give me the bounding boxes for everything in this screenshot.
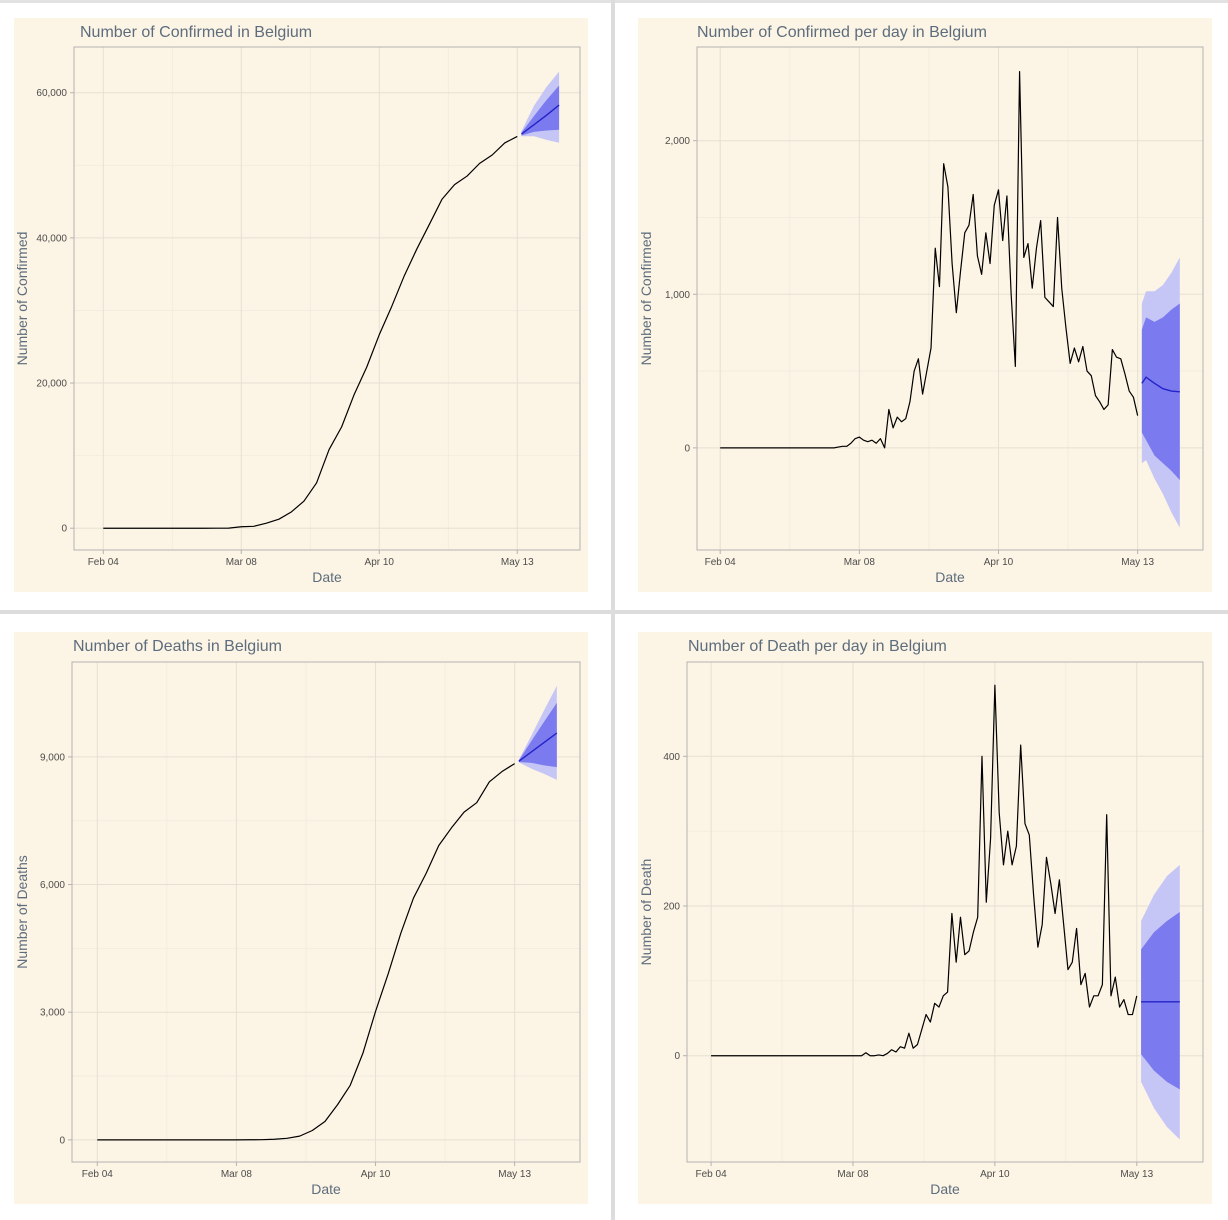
y-tick-label: 40,000 xyxy=(36,233,67,244)
y-tick-label: 0 xyxy=(674,1051,680,1062)
x-tick-label: May 13 xyxy=(501,557,534,568)
y-tick-label: 3,000 xyxy=(40,1008,65,1019)
chart-title: Number of Death per day in Belgium xyxy=(688,638,947,655)
forecast-band-80 xyxy=(521,85,560,136)
panel-background xyxy=(14,632,588,1204)
y-tick-label: 6,000 xyxy=(40,880,65,891)
y-axis-title: Number of Confirmed xyxy=(638,232,654,366)
y-tick-label: 9,000 xyxy=(40,752,65,763)
x-tick-label: Feb 04 xyxy=(696,1169,728,1180)
x-tick-label: May 13 xyxy=(1121,557,1154,568)
data-line xyxy=(720,70,1139,449)
plot-border xyxy=(686,661,1204,1163)
forecast-band-80 xyxy=(518,702,557,768)
y-axis-title: Number of Confirmed xyxy=(14,232,30,366)
panel-background xyxy=(638,632,1212,1204)
x-axis-title: Date xyxy=(312,569,342,585)
forecast-band-80 xyxy=(1141,912,1180,1090)
y-tick-label: 60,000 xyxy=(36,88,67,99)
data-line xyxy=(97,763,515,1141)
y-tick-label: 0 xyxy=(59,1135,65,1146)
chart-title: Number of Deaths in Belgium xyxy=(73,638,282,655)
data-line xyxy=(711,684,1138,1057)
y-tick-label: 200 xyxy=(663,902,680,913)
x-tick-label: Apr 10 xyxy=(980,1169,1010,1180)
y-axis-title: Number of Deaths xyxy=(14,855,30,969)
x-tick-label: May 13 xyxy=(498,1169,531,1180)
x-axis-title: Date xyxy=(935,569,965,585)
y-tick-label: 1,000 xyxy=(665,290,690,301)
x-tick-label: Feb 04 xyxy=(88,557,120,568)
y-tick-label: 400 xyxy=(663,752,680,763)
x-axis-title: Date xyxy=(930,1181,960,1197)
x-tick-label: May 13 xyxy=(1120,1169,1153,1180)
horizontal-divider xyxy=(0,610,1228,614)
x-tick-label: Mar 08 xyxy=(226,557,258,568)
y-tick-label: 0 xyxy=(61,524,67,535)
x-axis-title: Date xyxy=(311,1181,341,1197)
x-tick-label: Mar 08 xyxy=(844,557,876,568)
y-tick-label: 20,000 xyxy=(36,379,67,390)
x-tick-label: Feb 04 xyxy=(82,1169,114,1180)
x-tick-label: Apr 10 xyxy=(365,557,395,568)
x-tick-label: Feb 04 xyxy=(705,557,737,568)
y-axis-title: Number of Death xyxy=(638,859,654,966)
plot-border xyxy=(73,46,581,551)
x-tick-label: Mar 08 xyxy=(221,1169,253,1180)
panel-background xyxy=(14,18,588,592)
data-line xyxy=(103,135,518,529)
x-tick-label: Apr 10 xyxy=(984,557,1014,568)
forecast-line xyxy=(521,104,560,135)
x-tick-label: Mar 08 xyxy=(837,1169,869,1180)
y-tick-label: 2,000 xyxy=(665,136,690,147)
plot-border xyxy=(71,661,581,1163)
y-tick-label: 0 xyxy=(684,443,690,454)
plot-border xyxy=(696,46,1204,551)
forecast-line xyxy=(1141,376,1180,393)
x-tick-label: Apr 10 xyxy=(361,1169,391,1180)
chart-title: Number of Confirmed per day in Belgium xyxy=(697,24,987,41)
forecast-band-80 xyxy=(1141,303,1180,481)
forecast-line xyxy=(518,732,558,762)
panel-background xyxy=(638,18,1212,592)
chart-title: Number of Confirmed in Belgium xyxy=(80,24,312,41)
